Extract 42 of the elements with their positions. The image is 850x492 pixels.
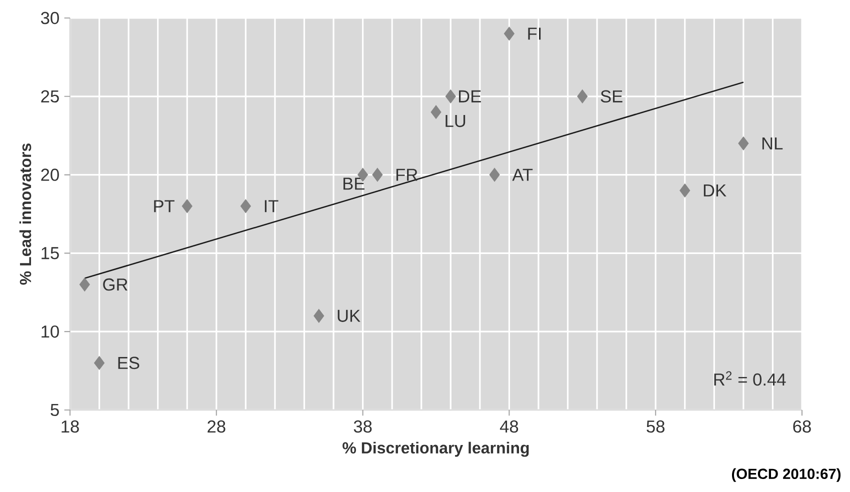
annotation: IT: [264, 200, 278, 212]
annotation: DE: [458, 90, 481, 102]
annotation: SE: [600, 90, 622, 103]
y-tick-label: 10: [42, 325, 59, 338]
annotation: LU: [446, 115, 466, 128]
x-tick-label: 58: [646, 420, 664, 433]
y-tick-label: 25: [41, 90, 59, 103]
x-tick-label: 48: [500, 420, 518, 433]
x-tick-label: 68: [793, 420, 811, 433]
point: [445, 89, 456, 104]
y-tick-label: 20: [41, 168, 59, 181]
point: [94, 356, 105, 370]
point: [430, 105, 442, 120]
y-tick-label: 15: [42, 247, 59, 260]
point: [182, 199, 192, 214]
annotation: DK: [704, 184, 726, 196]
point: [489, 168, 500, 182]
annotation: R$^{2}$ = 0.44: [714, 371, 786, 386]
point: [738, 136, 749, 150]
x-tick-label: 28: [208, 420, 226, 433]
y-tick-label: 5: [50, 404, 59, 416]
point: [240, 199, 251, 214]
point: [79, 278, 90, 292]
annotation: PT: [154, 200, 174, 212]
annotation: GR: [103, 278, 128, 291]
x-tick-label: 38: [354, 420, 372, 433]
point: [680, 184, 690, 198]
annotation: UK: [338, 310, 360, 322]
point: [314, 308, 324, 323]
annotation: FI: [528, 28, 541, 40]
x-axis-title: % Discretionary learning: [342, 442, 529, 457]
point: [504, 26, 514, 41]
text: (OECD 2010:67): [732, 468, 841, 482]
annotation: AT: [512, 168, 533, 181]
point: [372, 168, 383, 182]
x-tick-label: 18: [62, 420, 79, 433]
annotation: ES: [118, 356, 140, 370]
annotation: FR: [396, 168, 418, 181]
y-tick-label: 30: [40, 12, 59, 24]
y-axis-title: % Lead innovators: [19, 144, 32, 285]
point: [577, 89, 588, 104]
annotation: NL: [762, 137, 783, 150]
